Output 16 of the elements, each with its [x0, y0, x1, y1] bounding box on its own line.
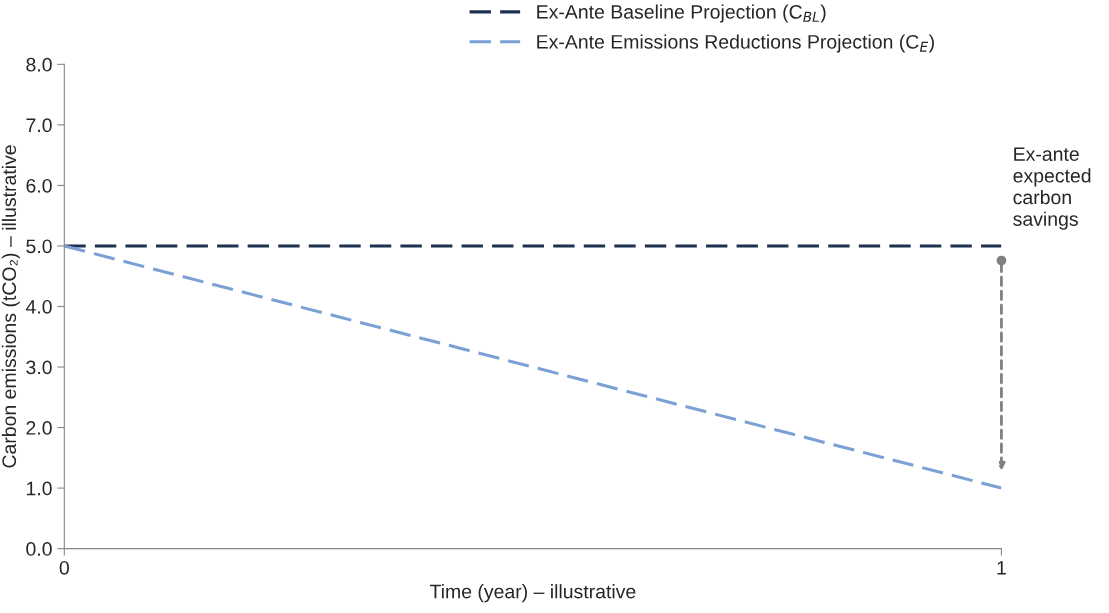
x-tick-label: 0 — [59, 560, 69, 575]
y-tick-label: 0.0 — [26, 542, 52, 556]
y-tick-label: 7.0 — [26, 118, 52, 133]
y-tick-label: 3.0 — [26, 360, 52, 375]
legend-label: Ex-Ante Baseline Projection (C$_{BL}$) — [537, 4, 826, 23]
y-tick-label: 5.0 — [26, 239, 52, 254]
y-tick-label: 2.0 — [26, 421, 52, 435]
x-tick-label: 1 — [997, 561, 1006, 575]
y-tick-label: 4.0 — [25, 299, 52, 314]
y-axis-title: Carbon emissions (tCO₂) – illustrative — [1, 145, 20, 468]
text: Ex-ante expected carbon savings — [1013, 147, 1091, 230]
x-axis-title: Time (year) – illustrative — [429, 584, 636, 603]
y-tick-label: 8.0 — [26, 57, 52, 72]
y-tick-label: 6.0 — [26, 178, 52, 193]
y-tick-label: 1.0 — [26, 481, 52, 496]
legend-label: Ex-Ante Emissions Reductions Projection (C$_{E}$) — [537, 34, 934, 53]
